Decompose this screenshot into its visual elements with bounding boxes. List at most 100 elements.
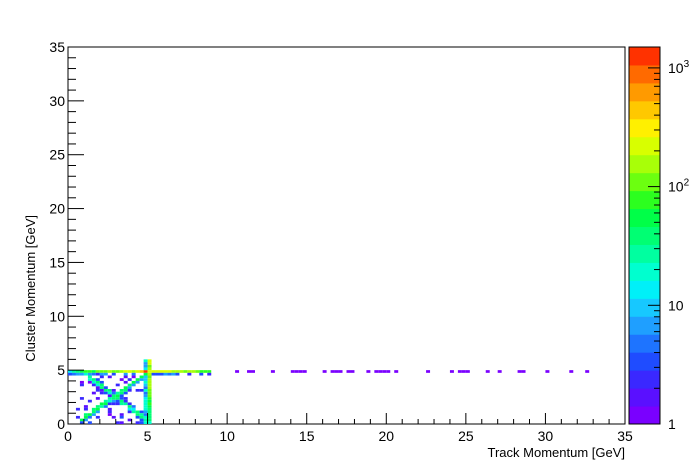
heatmap-cell [151,372,156,376]
y-tick-label: 25 [49,147,65,163]
heatmap-cell [95,410,100,414]
heatmap-cell [302,370,307,373]
heatmap-cell [123,380,128,384]
heatmap-cell [147,372,152,376]
heatmap-cell [203,370,208,373]
heatmap-cell [131,383,136,387]
heatmap-cell [99,391,104,395]
heatmap-cell [143,388,148,392]
heatmap-cell [83,413,88,416]
heatmap-cell [111,370,116,373]
y-axis-title: Cluster Momentum [GeV] [23,215,38,362]
heatmap-cell [99,386,104,389]
heatmap-cell [79,397,84,400]
heatmap-cell [119,399,124,403]
heatmap-cell [147,397,152,400]
color-scale-tick-label: 1 [668,416,676,432]
heatmap-cell [127,378,132,381]
heatmap-cell [68,370,72,373]
x-axis-ticks: 0 5 10 15 20 25 30 35 [64,413,633,444]
heatmap-cell [426,370,431,373]
heatmap-cell [155,370,160,373]
heatmap-cell [127,402,132,406]
heatmap-cell [290,370,295,373]
heatmap-cell [147,413,152,416]
heatmap-cell [119,402,124,406]
y-tick-label: 10 [49,308,65,324]
heatmap-cell [87,378,92,381]
heatmap-cell [378,370,383,373]
color-scale-segment [629,298,660,317]
heatmap-cell [103,372,108,376]
heatmap-cell [143,413,148,416]
heatmap-cell [143,380,148,384]
heatmap-cell [139,415,144,419]
heatmap-cell [91,383,96,387]
heatmap-cell [147,399,152,403]
heatmap-cell [119,370,124,373]
color-scale-segment [629,352,660,371]
color-scale-segment [629,47,660,66]
heatmap-cell [107,410,112,414]
heatmap-cell [386,370,391,373]
heatmap-cell [107,391,112,395]
heatmap-cell [394,370,399,373]
heatmap-cell [139,388,144,392]
color-scale-segment [629,64,660,84]
heatmap-cell [159,370,164,373]
heatmap-cell [147,388,152,392]
heatmap-cell [139,370,144,373]
heatmap-cell [119,388,124,392]
heatmap-cell [119,413,124,416]
color-scale-segment [629,262,660,281]
heatmap-cell [131,405,136,408]
heatmap-cell [111,388,116,392]
heatmap-cell [75,370,80,373]
heatmap-cell [119,397,124,400]
heatmap-cell [159,372,164,376]
heatmap-cell [183,370,188,373]
heatmap-cell [187,370,192,373]
heatmap-cell [107,407,112,411]
heatmap-cell [91,378,96,381]
heatmap-cell [123,391,128,395]
heatmap-cell [131,380,136,384]
heatmap-cell [119,378,124,381]
heatmap-cell [135,380,140,384]
heatmap-cell [139,375,144,379]
heatmap-cell [167,370,172,373]
heatmap-cell [131,372,136,376]
color-scale-segment [629,82,660,102]
heatmap-cell [163,372,168,376]
heatmap-cell [91,391,96,395]
heatmap-cell [123,402,128,406]
heatmap-cell [95,370,100,373]
heatmap-cell [143,367,148,371]
heatmap-cell [143,410,148,414]
heatmap-cell [75,372,80,376]
heatmap-cell [135,421,140,424]
color-scale-segment [629,100,660,120]
heatmap-cell [127,370,132,373]
heatmap-cell [83,407,88,411]
heatmap-cell [87,372,92,376]
heatmap-cell [131,407,136,411]
heatmap-cell [87,380,92,384]
heatmap-cell [569,370,574,373]
color-scale-segment [629,136,660,156]
heatmap-cell [147,364,152,368]
heatmap-cell [135,378,140,381]
heatmap-cell [147,386,152,389]
heatmap-cell [99,405,104,408]
heatmap-cell [115,391,120,395]
heatmap-cell [175,370,180,373]
heatmap-cell [251,370,255,373]
heatmap-cell [99,388,104,392]
heatmap-cell [95,386,100,389]
heatmap-cell [135,388,140,392]
heatmap-cell [107,388,112,392]
heatmap-cell [127,386,132,389]
heatmap-cell [322,370,327,373]
heatmap-cell [87,413,92,416]
heatmap-cell [111,397,116,400]
